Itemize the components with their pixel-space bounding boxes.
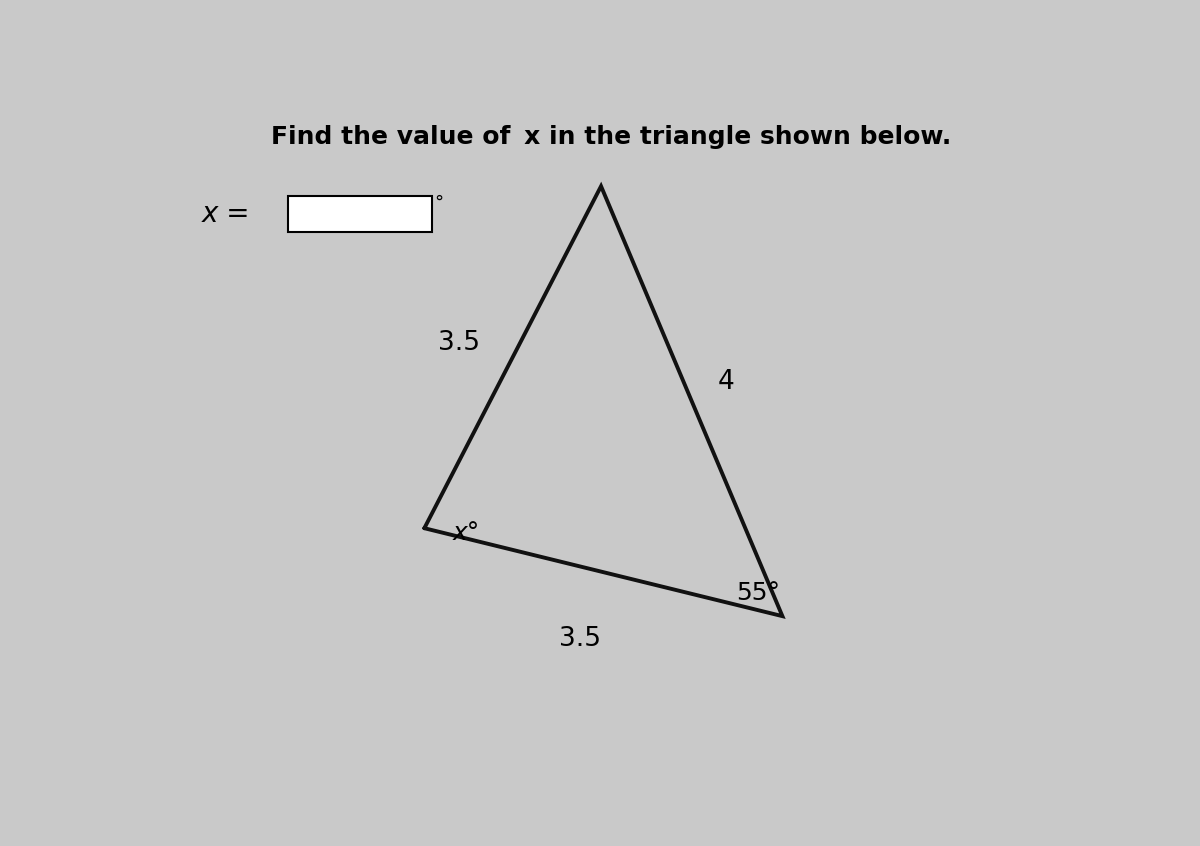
Text: 3.5: 3.5 bbox=[438, 330, 480, 355]
Text: °: ° bbox=[434, 194, 444, 212]
Text: 3.5: 3.5 bbox=[559, 626, 601, 652]
Text: 55°: 55° bbox=[736, 581, 780, 606]
FancyBboxPatch shape bbox=[288, 196, 432, 232]
Text: x°: x° bbox=[452, 521, 480, 545]
Text: Find the value of  x in the triangle shown below.: Find the value of x in the triangle show… bbox=[271, 125, 952, 150]
Text: 4: 4 bbox=[718, 369, 734, 394]
Text: x =: x = bbox=[202, 200, 251, 228]
